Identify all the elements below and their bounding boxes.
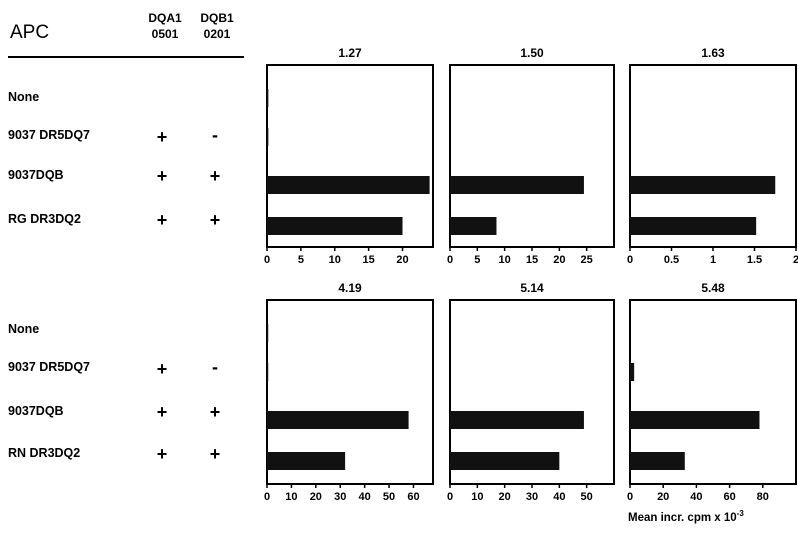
bar	[450, 411, 584, 429]
bar	[267, 363, 269, 381]
row-label: 9037DQB	[8, 404, 64, 418]
unit-text: Mean incr. cpm x 10	[628, 511, 737, 524]
dqa1-header-line1: DQA1	[148, 11, 182, 25]
panel-title: 1.63	[701, 46, 725, 60]
bar	[630, 176, 776, 194]
x-tick-label: 50	[581, 491, 593, 503]
dqa1-sign: +	[156, 402, 168, 422]
row-label: 9037 DR5DQ7	[8, 128, 90, 142]
x-tick-label: 5	[474, 254, 480, 266]
dqb1-sign: +	[209, 402, 221, 422]
bar	[450, 176, 584, 194]
dqb1-sign: +	[209, 166, 221, 186]
dqa1-header-line2: 0501	[151, 27, 179, 41]
x-tick-label: 20	[310, 491, 322, 503]
bar	[630, 363, 635, 381]
row-label: RG DR3DQ2	[8, 212, 81, 226]
bar	[450, 452, 560, 470]
x-tick-label: 20	[499, 491, 511, 503]
x-tick-label: 40	[553, 491, 565, 503]
dqa1-sign: +	[156, 444, 168, 464]
x-tick-label: 0	[447, 254, 453, 266]
row-label: None	[8, 322, 40, 336]
header-rule	[8, 56, 244, 58]
bar	[450, 217, 497, 235]
dqb1-header-line2: 0201	[203, 27, 231, 41]
x-tick-label: 0	[264, 491, 270, 503]
x-tick-label: 1	[710, 254, 716, 266]
x-tick-label: 40	[690, 491, 702, 503]
x-tick-label: 0	[627, 254, 633, 266]
dqb1-sign: -	[212, 357, 218, 377]
x-tick-label: 25	[581, 254, 593, 266]
row-label: None	[8, 90, 40, 104]
panel-title: 1.50	[520, 46, 544, 60]
x-tick-label: 2	[793, 254, 798, 266]
bar	[267, 128, 269, 146]
bar	[267, 217, 403, 235]
x-tick-label: 0.5	[664, 254, 679, 266]
panel-frame	[629, 299, 797, 485]
bar	[267, 89, 269, 107]
x-tick-label: 10	[285, 491, 297, 503]
bar	[630, 217, 757, 235]
row-label: 9037 DR5DQ7	[8, 360, 90, 374]
bar	[630, 452, 685, 470]
dqa1-sign: +	[156, 359, 168, 379]
panel-title: 1.27	[338, 46, 362, 60]
dqb1-column-header: DQB1 0201	[192, 10, 242, 42]
dqa1-sign: +	[156, 127, 168, 147]
bar	[630, 411, 760, 429]
x-tick-label: 15	[363, 254, 375, 266]
x-tick-label: 60	[723, 491, 735, 503]
dqb1-header-line1: DQB1	[200, 11, 234, 25]
x-tick-label: 10	[499, 254, 511, 266]
x-tick-label: 30	[334, 491, 346, 503]
panel-title: 5.48	[701, 281, 725, 295]
x-tick-label: 5	[298, 254, 304, 266]
apc-header: APC	[10, 22, 50, 43]
x-tick-label: 80	[757, 491, 769, 503]
panel-title: 4.19	[338, 281, 362, 295]
dqb1-sign: -	[212, 125, 218, 145]
x-tick-label: 50	[383, 491, 395, 503]
dqb1-sign: +	[209, 444, 221, 464]
dqb1-sign: +	[209, 210, 221, 230]
panel-frame	[266, 64, 434, 248]
bar	[267, 452, 346, 470]
x-tick-label: 40	[359, 491, 371, 503]
panel-frame	[266, 299, 434, 485]
x-tick-label: 30	[526, 491, 538, 503]
x-tick-label: 20	[396, 254, 408, 266]
bar	[267, 176, 430, 194]
row-label: RN DR3DQ2	[8, 446, 81, 460]
bar	[267, 411, 409, 429]
x-tick-label: 0	[264, 254, 270, 266]
x-tick-label: 60	[407, 491, 419, 503]
x-tick-label: 15	[526, 254, 538, 266]
bar	[267, 324, 269, 342]
x-axis-unit-label: Mean incr. cpm x 10-3	[628, 509, 744, 524]
x-tick-label: 10	[329, 254, 341, 266]
panel-title: 5.14	[520, 281, 544, 295]
row-label: 9037DQB	[8, 168, 64, 182]
x-tick-label: 10	[471, 491, 483, 503]
x-tick-label: 20	[553, 254, 565, 266]
x-tick-label: 20	[657, 491, 669, 503]
x-tick-label: 0	[627, 491, 633, 503]
x-tick-label: 0	[447, 491, 453, 503]
x-tick-label: 1.5	[747, 254, 762, 266]
dqa1-sign: +	[156, 166, 168, 186]
dqa1-sign: +	[156, 210, 168, 230]
unit-exponent: -3	[736, 509, 744, 518]
dqa1-column-header: DQA1 0501	[140, 10, 190, 42]
